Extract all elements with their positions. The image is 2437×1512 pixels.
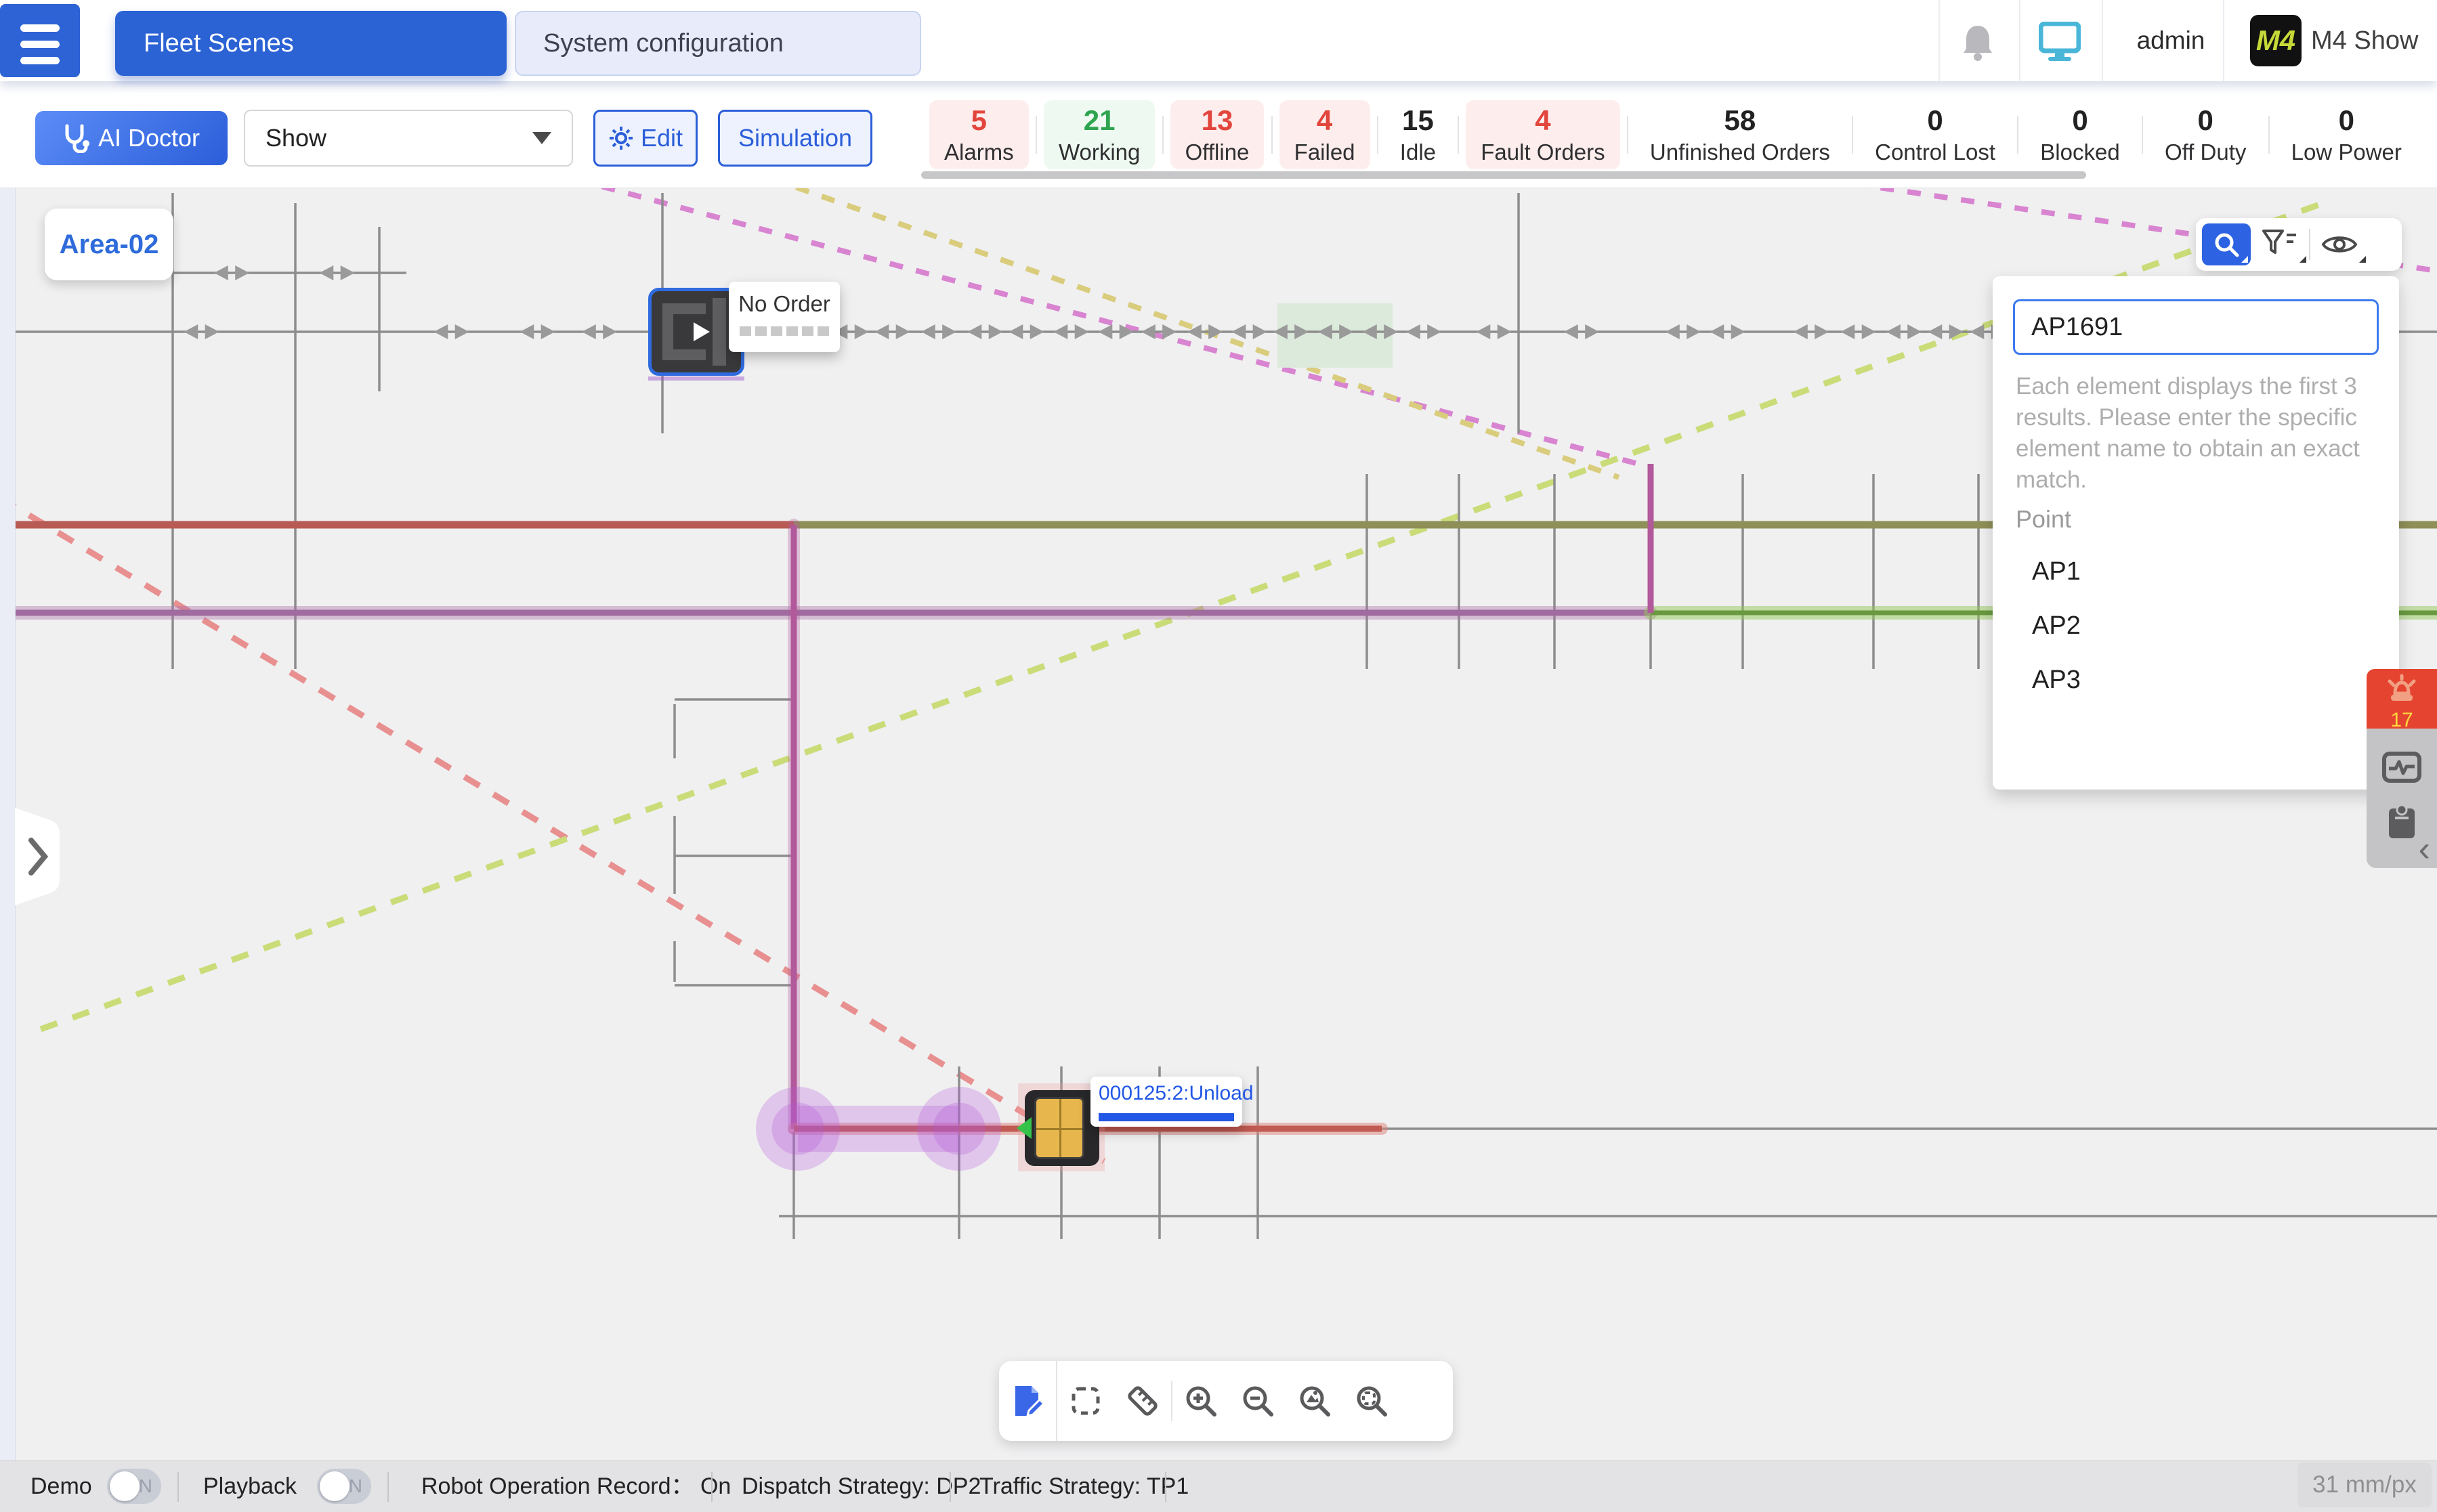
draw-edit-tool-button[interactable] <box>999 1361 1056 1441</box>
stats-scrollbar[interactable] <box>921 171 2086 179</box>
robot-operation-record: Robot Operation Record： On <box>421 1473 732 1499</box>
search-results-panel: Each element displays the first 3 result… <box>1993 276 2399 790</box>
search-hint-text: Each element displays the first 3 result… <box>2016 373 2360 493</box>
traffic-strategy: Traffic Strategy: TP1 <box>979 1473 1189 1499</box>
robot-selection-underline <box>648 376 744 381</box>
chevron-down-icon <box>532 132 551 144</box>
forklift-robot-icon <box>662 298 726 366</box>
demo-toggle[interactable]: N <box>107 1469 161 1504</box>
m4-logo: M4 <box>2250 15 2302 66</box>
stat-control-lost[interactable]: 0 Control Lost <box>1875 104 1996 165</box>
chevron-right-icon <box>28 838 49 876</box>
zoom-in-icon <box>1186 1386 1216 1417</box>
monitor-pulse-icon[interactable] <box>2382 752 2421 783</box>
search-result-ap2[interactable]: AP2 <box>2032 611 2081 640</box>
map-top-toolbar: AI Doctor Show Edit Simulation 5 Alarms 2… <box>0 81 2437 188</box>
stethoscope-icon <box>65 124 89 153</box>
user-name[interactable]: admin <box>2136 26 2205 54</box>
search-group-point: Point <box>2016 505 2072 533</box>
dashed-selection-icon <box>1072 1387 1100 1415</box>
direction-arrow-icon <box>1017 1117 1032 1139</box>
search-result-ap3[interactable]: AP3 <box>2032 666 2081 694</box>
tab-system-configuration[interactable]: System configuration <box>515 11 921 76</box>
zoom-out-button[interactable] <box>1229 1361 1286 1441</box>
eye-icon <box>2321 236 2358 253</box>
map-scale-indicator: 31 mm/px <box>2297 1463 2432 1507</box>
app-header: Fleet Scenes System configuration admin … <box>0 0 2437 81</box>
order-progress-placeholder <box>729 326 840 336</box>
search-result-ap1[interactable]: AP1 <box>2032 557 2081 586</box>
filter-button[interactable] <box>2251 223 2309 265</box>
gear-icon <box>609 127 633 150</box>
playback-label: Playback <box>203 1473 297 1499</box>
ai-doctor-button[interactable]: AI Doctor <box>35 111 228 165</box>
status-bar: Demo N Playback N Robot Operation Record… <box>0 1461 2437 1512</box>
search-icon <box>2215 233 2239 257</box>
zoom-area-icon <box>1357 1386 1387 1417</box>
notifications-bell-icon[interactable] <box>1960 23 1995 61</box>
panel-expand-handle[interactable] <box>15 802 69 914</box>
show-dropdown[interactable]: Show <box>244 110 573 167</box>
filter-funnel-icon <box>2262 230 2296 254</box>
playback-toggle[interactable]: N <box>317 1469 371 1504</box>
stat-alarms[interactable]: 5 Alarms <box>929 100 1029 169</box>
stat-idle[interactable]: 15 Idle <box>1399 104 1437 165</box>
collapse-chevron-icon[interactable]: ‹ <box>2418 829 2430 869</box>
stat-blocked[interactable]: 0 Blocked <box>2040 104 2120 165</box>
stat-off-duty[interactable]: 0 Off Duty <box>2164 104 2247 165</box>
zoom-out-icon <box>1243 1386 1273 1417</box>
robot-sim-0026[interactable] <box>1017 1090 1099 1166</box>
order-tooltip-unload: 000125:2:Unload <box>1090 1077 1254 1127</box>
clipboard-icon[interactable] <box>2387 803 2417 840</box>
stat-fault-orders[interactable]: 4 Fault Orders <box>1466 100 1620 169</box>
dispatch-strategy: Dispatch Strategy: DP2 <box>742 1473 981 1499</box>
hamburger-menu-button[interactable] <box>0 4 80 77</box>
stat-working[interactable]: 21 Working <box>1043 100 1156 169</box>
side-dock: ‹ <box>2367 729 2437 869</box>
edit-button[interactable]: Edit <box>593 110 698 167</box>
zoom-fit-image-button[interactable] <box>1286 1361 1343 1441</box>
select-area-tool-button[interactable] <box>1057 1361 1114 1441</box>
simulation-button[interactable]: Simulation <box>718 110 872 167</box>
cargo-robot-icon <box>1034 1097 1084 1159</box>
stat-failed[interactable]: 4 Failed <box>1279 100 1370 169</box>
zoom-in-button[interactable] <box>1172 1361 1229 1441</box>
zoom-image-icon <box>1300 1386 1330 1417</box>
element-search-input[interactable] <box>2013 299 2379 355</box>
brand-name: M4 Show <box>2311 26 2419 55</box>
fleet-stats: 5 Alarms 21 Working 13 Offline 4 Failed 15 Id… <box>929 91 2417 179</box>
visibility-button[interactable] <box>2310 223 2369 265</box>
monitor-icon[interactable] <box>2039 22 2081 61</box>
robot-tooltip-no-order: No Order <box>729 282 840 352</box>
document-edit-icon <box>1015 1386 1045 1418</box>
zoom-selection-button[interactable] <box>1343 1361 1400 1441</box>
measure-tool-button[interactable] <box>1114 1361 1171 1441</box>
stat-low-power[interactable]: 0 Low Power <box>2291 104 2402 165</box>
order-progress-bar <box>1099 1113 1234 1121</box>
demo-label: Demo <box>30 1473 92 1499</box>
map-bottom-toolbar <box>999 1361 1453 1441</box>
area-label[interactable]: Area-02 <box>45 209 173 280</box>
left-sidebar-strip <box>0 188 16 1461</box>
stat-offline[interactable]: 13 Offline <box>1170 100 1265 169</box>
map-search-tools <box>2196 218 2402 271</box>
tab-fleet-scenes[interactable]: Fleet Scenes <box>115 11 507 76</box>
stat-unfinished-orders[interactable]: 58 Unfinished Orders <box>1649 104 1830 165</box>
alarm-count-badge[interactable]: 17 <box>2367 669 2437 731</box>
search-button[interactable] <box>2202 223 2251 265</box>
siren-alarm-icon <box>2388 674 2416 701</box>
ruler-icon <box>1128 1386 1158 1416</box>
